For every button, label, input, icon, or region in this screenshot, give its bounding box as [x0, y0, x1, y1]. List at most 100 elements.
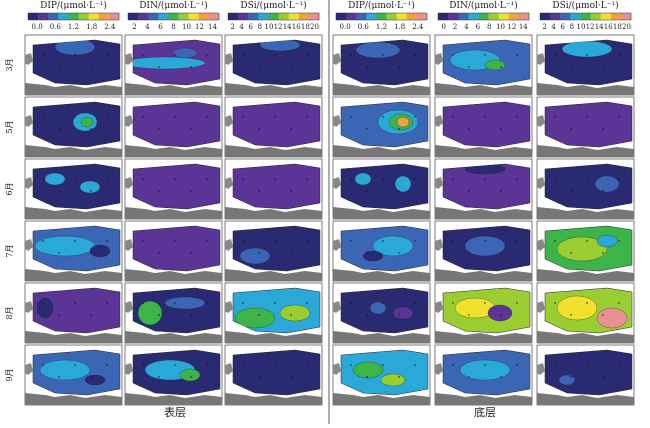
station	[42, 364, 44, 366]
land	[25, 331, 122, 343]
station	[602, 314, 604, 316]
contour-blob	[596, 307, 628, 329]
contour-blob	[394, 175, 412, 193]
station	[484, 302, 486, 304]
contours	[369, 301, 414, 320]
station	[468, 376, 470, 378]
station	[58, 128, 60, 130]
map-panel	[434, 34, 533, 96]
contour-blob	[459, 359, 511, 381]
island	[333, 53, 341, 65]
colorbar-title: DIN/(μmol·L⁻¹)	[139, 0, 208, 11]
station	[142, 240, 144, 242]
station	[190, 190, 192, 192]
land	[225, 145, 322, 157]
contour-blob	[36, 297, 54, 319]
station	[618, 364, 620, 366]
island	[537, 115, 545, 127]
station	[602, 190, 604, 192]
station	[350, 364, 352, 366]
station	[586, 178, 588, 180]
colorbar-tick: 2	[542, 23, 546, 31]
contour-blob	[80, 116, 94, 128]
station	[468, 252, 470, 254]
station	[554, 116, 556, 118]
colorbar-segment	[258, 13, 269, 20]
colorbar-segment	[498, 13, 510, 20]
station	[398, 314, 400, 316]
map-panel	[124, 220, 223, 282]
contours	[556, 295, 628, 329]
island	[225, 177, 233, 189]
station	[586, 302, 588, 304]
colorbar-segment	[308, 13, 320, 20]
colorbar-segment	[560, 13, 571, 20]
colorbar-tick: 8	[258, 23, 262, 31]
contour-blob	[392, 306, 414, 320]
land	[333, 83, 430, 95]
colorbar-segment	[488, 13, 499, 20]
station	[554, 240, 556, 242]
study-area	[442, 101, 531, 148]
station	[414, 364, 416, 366]
colorbar-segment	[620, 13, 632, 20]
contour-blob	[487, 304, 513, 322]
station	[142, 302, 144, 304]
station	[142, 178, 144, 180]
study-area	[340, 163, 429, 210]
station	[350, 240, 352, 242]
station	[258, 66, 260, 68]
study-area	[32, 39, 121, 86]
map-panel	[434, 344, 533, 406]
station	[74, 364, 76, 366]
island	[435, 363, 443, 375]
station	[500, 376, 502, 378]
colorbar-tick: 8	[570, 23, 574, 31]
colorbar-segment	[356, 13, 367, 20]
contours	[556, 234, 618, 262]
colorbar-tick: 2	[453, 23, 457, 31]
land	[537, 207, 634, 219]
station	[74, 240, 76, 242]
station	[242, 178, 244, 180]
station	[90, 190, 92, 192]
land	[25, 269, 122, 281]
map-panel	[224, 344, 323, 406]
station	[42, 302, 44, 304]
colorbar-segment	[178, 13, 189, 20]
colorbar-segment	[248, 13, 259, 20]
island	[537, 177, 545, 189]
map-panel	[24, 34, 123, 96]
colorbar-tick: 10	[264, 23, 273, 31]
station	[174, 178, 176, 180]
map-panel	[536, 34, 635, 96]
map-panel	[332, 282, 431, 344]
contour-blob	[164, 296, 206, 310]
colorbar-tick: 20	[310, 23, 319, 31]
map-panel	[124, 282, 223, 344]
colorbar-segment	[228, 13, 239, 20]
station	[366, 66, 368, 68]
map-panel	[24, 282, 123, 344]
colorbar-tick: 8	[487, 23, 491, 31]
land	[225, 393, 322, 405]
station	[350, 178, 352, 180]
station	[158, 314, 160, 316]
station	[602, 252, 604, 254]
colorbar-segment	[610, 13, 622, 20]
station	[306, 116, 308, 118]
map-panel	[24, 158, 123, 220]
contours	[354, 172, 412, 193]
island	[25, 115, 33, 127]
station	[382, 54, 384, 56]
colorbar-tick: 2	[230, 23, 234, 31]
station	[174, 302, 176, 304]
station	[570, 190, 572, 192]
colorbar-tick: 16	[292, 23, 301, 31]
colorbar-segment	[478, 13, 489, 20]
station	[414, 54, 416, 56]
station	[90, 252, 92, 254]
island	[435, 177, 443, 189]
station	[274, 54, 276, 56]
contour-blob	[84, 374, 106, 386]
